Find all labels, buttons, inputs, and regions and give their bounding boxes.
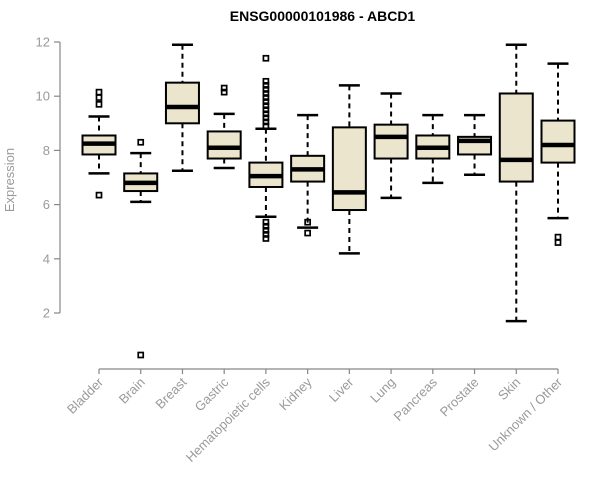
iqr-box	[540, 119, 576, 164]
boxplot-bladder	[81, 88, 117, 199]
outlier-point	[262, 118, 270, 126]
iqr-box	[373, 123, 409, 160]
x-tick-label-lung: Lung	[367, 375, 398, 406]
outlier-point	[554, 233, 562, 241]
outlier-point	[304, 229, 311, 237]
x-tick-label-unknown-other: Unknown / Other	[486, 374, 566, 454]
outlier-point	[304, 218, 311, 226]
x-tick-label-bladder: Bladder	[64, 374, 107, 417]
boxplot-brain	[123, 138, 159, 359]
iqr-box	[498, 92, 534, 183]
y-tick-label: 12	[36, 35, 50, 50]
x-tick-label-prostate: Prostate	[437, 375, 482, 420]
x-tick-label-pancreas: Pancreas	[390, 374, 440, 424]
outlier-point	[220, 84, 228, 92]
outlier-point	[95, 100, 103, 108]
outlier-point	[262, 231, 270, 238]
outlier-point	[262, 106, 270, 114]
outlier-point	[262, 218, 270, 226]
x-tick-label-skin: Skin	[495, 375, 523, 403]
boxplot-liver	[331, 84, 367, 255]
y-tick-label: 8	[43, 143, 50, 158]
y-tick-label: 10	[36, 89, 50, 104]
outlier-point	[95, 191, 103, 199]
boxplot-breast	[164, 43, 200, 172]
outlier-point	[95, 94, 103, 101]
outlier-point	[262, 122, 270, 130]
iqr-box	[164, 81, 200, 125]
outlier-point	[220, 88, 228, 96]
iqr-box	[206, 130, 242, 160]
x-tick-label-breast: Breast	[152, 374, 189, 411]
outlier-point	[262, 54, 270, 62]
y-tick-label: 6	[43, 197, 50, 212]
outlier-point	[95, 88, 103, 96]
outlier-point	[262, 226, 270, 234]
boxplot-prostate	[457, 113, 493, 177]
outlier-point	[262, 94, 270, 101]
x-tick-label-gastric: Gastric	[192, 374, 232, 414]
outlier-point	[262, 110, 270, 118]
outlier-point	[262, 98, 270, 105]
y-axis: 2 4 6 8 10 12	[36, 35, 61, 321]
outlier-point	[262, 77, 270, 85]
boxplot-unknown-other	[540, 62, 576, 246]
outlier-point	[262, 86, 270, 93]
chart-title: ENSG00000101986 - ABCD1	[229, 8, 416, 24]
outlier-point	[137, 351, 145, 359]
outlier-point	[554, 239, 562, 246]
boxplot-gastric	[206, 84, 242, 170]
outlier-point	[262, 102, 270, 110]
x-tick-label-kidney: Kidney	[276, 374, 315, 413]
boxplot-lung	[373, 92, 409, 200]
boxplot-skin	[498, 43, 534, 323]
x-tick-label-brain: Brain	[116, 375, 148, 407]
x-tick-label-liver: Liver	[326, 374, 357, 405]
boxplot-kidney	[290, 113, 326, 237]
outlier-point	[262, 114, 270, 122]
boxplot-pancreas	[415, 113, 451, 185]
outlier-point	[262, 82, 270, 89]
boxplot-hematopoietic-cells	[248, 54, 284, 242]
iqr-box	[331, 126, 367, 212]
y-tick-label: 4	[43, 251, 50, 266]
outlier-point	[262, 222, 270, 230]
outlier-point	[262, 90, 270, 97]
y-tick-label: 2	[43, 306, 50, 321]
outlier-point	[262, 235, 270, 242]
outlier-point	[137, 138, 145, 146]
